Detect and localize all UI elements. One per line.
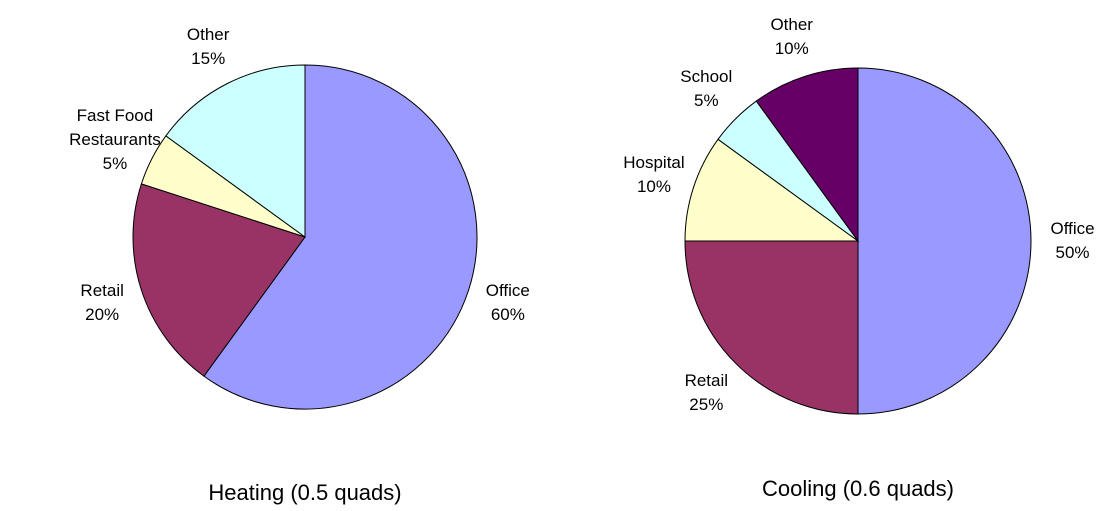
pie-slice bbox=[684, 240, 859, 415]
pie-slice bbox=[857, 67, 1032, 415]
slice-label: Retail 25% bbox=[646, 369, 766, 417]
slice-label: Fast Food Restaurants 5% bbox=[55, 104, 175, 176]
slice-label: Hospital 10% bbox=[594, 151, 714, 199]
slice-value: 50% bbox=[1055, 243, 1090, 262]
slice-category: Other bbox=[770, 14, 813, 34]
slice-value: 5% bbox=[694, 91, 719, 111]
pie-slice bbox=[165, 64, 306, 238]
slice-category: Office bbox=[485, 280, 530, 300]
pie-slice bbox=[132, 183, 306, 377]
pie-slice bbox=[684, 138, 860, 242]
slice-label: Retail 20% bbox=[42, 279, 162, 327]
slice-label: Other 10% bbox=[732, 13, 852, 61]
slice-value: 10% bbox=[636, 176, 671, 196]
pie-slice bbox=[755, 67, 859, 243]
slice-value: 25% bbox=[689, 394, 724, 414]
slice-category: Retail bbox=[80, 280, 124, 300]
slice-category: Retail bbox=[684, 370, 729, 390]
slice-value: 5% bbox=[102, 154, 128, 174]
slice-category: Office bbox=[1050, 219, 1095, 238]
slice-category: Other bbox=[186, 24, 230, 44]
slice-value: 10% bbox=[774, 38, 809, 58]
slice-value: 60% bbox=[490, 304, 525, 324]
pie-slice bbox=[203, 64, 478, 410]
slice-category: School bbox=[680, 67, 733, 87]
slice-label: Office 60% bbox=[448, 279, 568, 327]
slice-category: Fast Food Restaurants bbox=[69, 106, 161, 150]
slice-label: Other 15% bbox=[148, 23, 268, 71]
chart-title: Heating (0.5 quads) bbox=[208, 480, 402, 505]
chart-title: Cooling (0.6 quads) bbox=[761, 476, 954, 501]
slice-label: School 5% bbox=[646, 65, 766, 113]
slice-value: 15% bbox=[191, 48, 226, 68]
slice-category: Hospital bbox=[623, 152, 685, 172]
slice-value: 20% bbox=[85, 304, 120, 324]
slice-label: Office 50% bbox=[1013, 217, 1112, 265]
